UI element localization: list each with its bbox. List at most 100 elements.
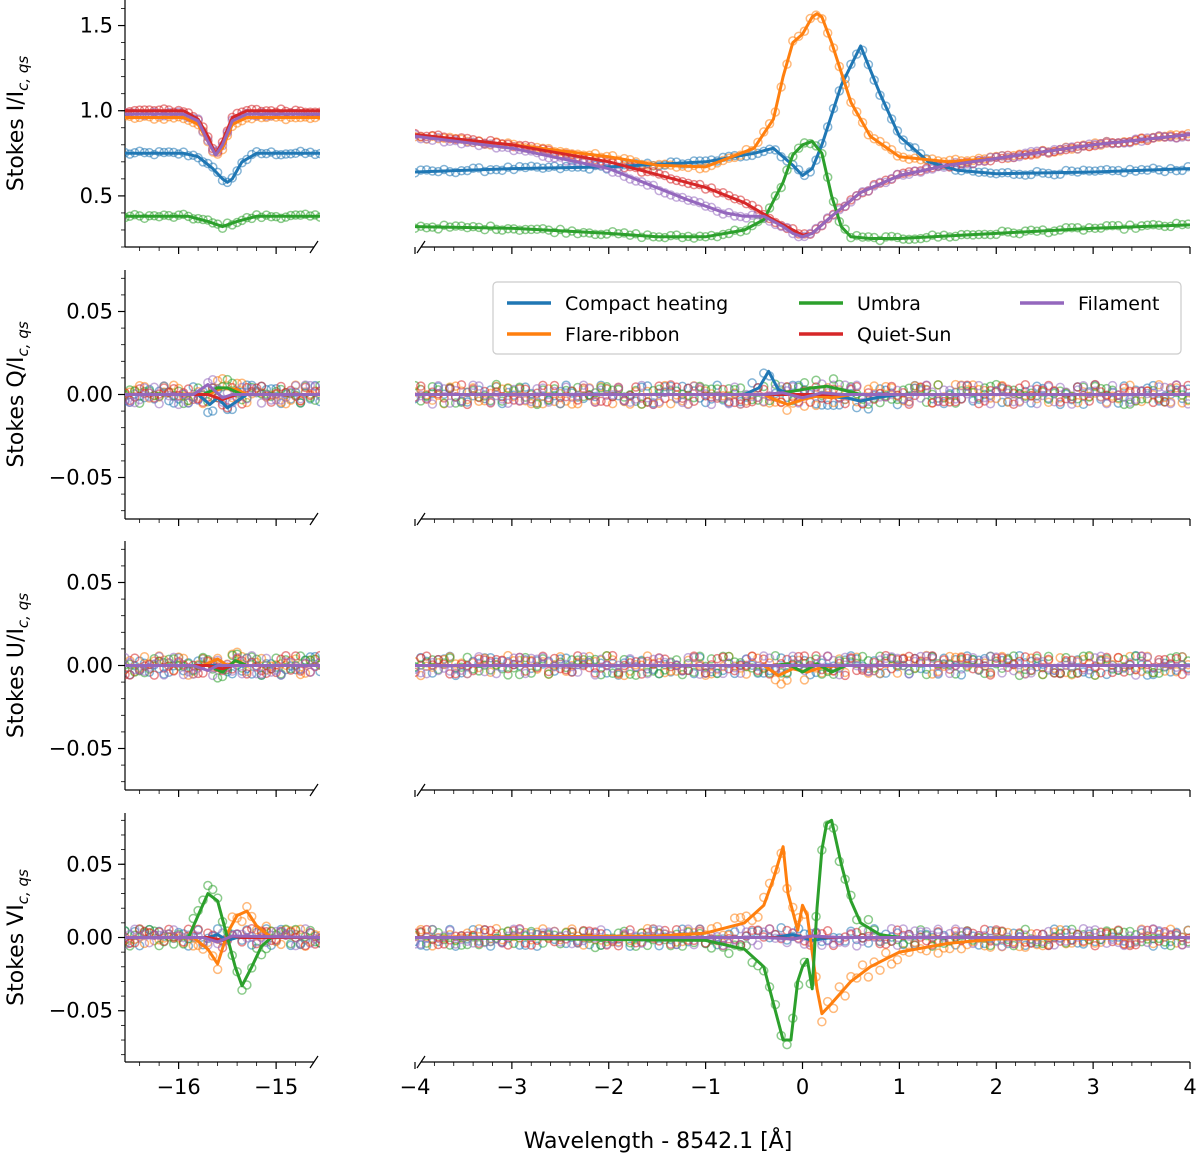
data-point — [1078, 165, 1089, 176]
data-point — [480, 166, 490, 177]
series-line-compact-heating — [415, 44, 1190, 177]
data-point — [979, 383, 990, 393]
data-point — [178, 669, 189, 680]
data-point — [578, 925, 589, 936]
data-point — [997, 668, 1007, 678]
data-point — [266, 667, 276, 677]
series-line-flare-ribbon — [415, 12, 1190, 169]
data-point — [1131, 670, 1141, 680]
data-point — [1061, 667, 1071, 678]
legend-label-compact-heating: Compact heating — [565, 293, 728, 315]
data-point — [857, 187, 868, 197]
data-point — [584, 662, 595, 673]
data-point — [427, 941, 438, 951]
data-point — [1043, 651, 1054, 662]
data-point — [1177, 940, 1187, 950]
data-point — [596, 925, 606, 935]
series-line-flare-ribbon — [125, 909, 320, 966]
data-point — [979, 924, 990, 935]
y-tick-label-I: 1.0 — [80, 99, 113, 123]
data-point — [671, 230, 682, 240]
data-point — [1084, 926, 1094, 936]
data-point — [974, 658, 984, 669]
series-line-filament — [415, 391, 1190, 400]
axis-break-right-U — [416, 783, 426, 797]
x-tick-label-right: 3 — [1086, 1075, 1099, 1099]
data-point — [251, 383, 262, 393]
data-point — [1090, 940, 1100, 951]
data-point — [1136, 396, 1147, 407]
data-point — [134, 398, 145, 408]
data-point — [1171, 930, 1182, 941]
data-point — [660, 667, 670, 678]
x-tick-label-left: −15 — [254, 1075, 298, 1099]
data-point — [315, 666, 320, 677]
data-point — [242, 154, 252, 165]
data-point — [251, 668, 262, 679]
data-point — [445, 398, 455, 408]
data-point — [1154, 382, 1164, 392]
data-point — [543, 666, 554, 677]
data-point — [962, 653, 972, 664]
x-tick-label-right: 2 — [990, 1075, 1003, 1099]
data-point — [729, 663, 740, 673]
data-point — [1136, 651, 1147, 662]
data-point — [1183, 161, 1190, 172]
data-point — [648, 654, 659, 665]
data-point — [1090, 670, 1100, 681]
data-point — [450, 381, 461, 391]
data-point — [724, 658, 734, 668]
data-point — [764, 924, 775, 934]
legend-label-umbra: Umbra — [857, 293, 921, 315]
data-point — [729, 935, 740, 945]
data-point — [689, 667, 699, 678]
data-point — [892, 955, 903, 965]
data-point — [1160, 382, 1170, 393]
data-point — [242, 397, 252, 408]
data-point — [1107, 662, 1118, 673]
data-point — [1165, 653, 1176, 663]
data-point — [718, 668, 728, 679]
data-point — [1067, 399, 1077, 409]
data-point — [1049, 940, 1060, 950]
data-point — [445, 940, 455, 950]
data-point — [526, 653, 536, 664]
data-point — [456, 396, 467, 406]
axis-break-left-I — [309, 240, 319, 254]
data-point — [242, 653, 252, 664]
series-group-left-Q — [125, 374, 320, 418]
legend-label-flare-ribbon: Flare-ribbon — [565, 324, 680, 346]
data-point — [514, 652, 525, 663]
data-point — [1113, 925, 1124, 935]
data-point — [654, 397, 664, 407]
data-point — [1160, 666, 1170, 676]
data-point — [828, 374, 839, 384]
series-line-filament — [415, 934, 1190, 941]
data-point — [1003, 397, 1013, 407]
y-tick-label-V: 0.05 — [66, 852, 113, 876]
data-point — [310, 381, 320, 392]
data-point — [712, 668, 722, 679]
data-point — [251, 147, 262, 157]
data-point — [898, 930, 908, 941]
data-point — [1096, 668, 1106, 678]
data-point — [921, 669, 932, 680]
data-point — [1171, 666, 1182, 677]
data-point — [538, 652, 548, 663]
data-point — [1142, 652, 1153, 663]
data-point — [846, 654, 856, 664]
data-point — [613, 941, 624, 951]
legend-label-filament: Filament — [1078, 293, 1159, 315]
data-point — [1113, 652, 1124, 663]
x-tick-label-right: 0 — [796, 1075, 809, 1099]
data-point — [173, 652, 184, 662]
data-point — [1160, 397, 1170, 407]
data-point — [290, 387, 301, 398]
data-point — [828, 1003, 839, 1014]
data-point — [898, 135, 908, 145]
data-point — [817, 220, 827, 230]
data-point — [712, 384, 722, 394]
data-point — [208, 884, 218, 895]
data-point — [290, 940, 301, 951]
axis-break-right-Q — [416, 512, 426, 526]
